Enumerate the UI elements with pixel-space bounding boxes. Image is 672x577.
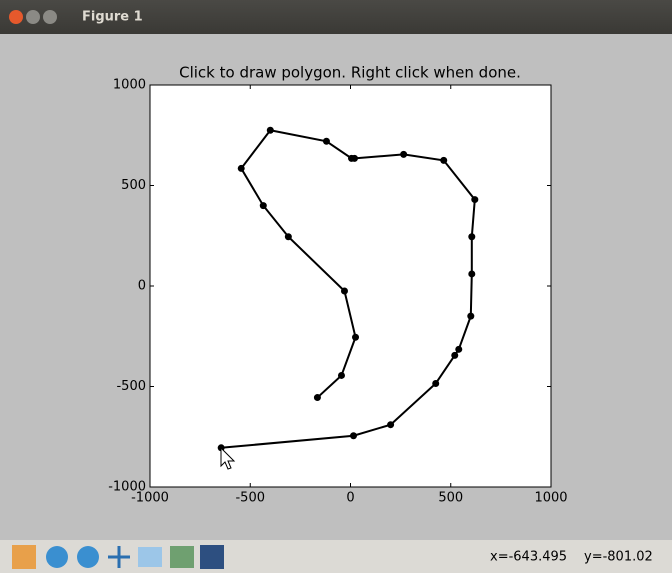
vertex <box>337 371 345 379</box>
vertex <box>400 150 408 158</box>
vertex <box>351 154 359 162</box>
x-tick-label: 500 <box>438 491 463 506</box>
y-tick-label: -1000 <box>108 480 146 495</box>
status-y: y=-801.02 <box>584 550 653 565</box>
title-bar <box>0 0 672 34</box>
vertex <box>440 156 448 164</box>
vertex <box>259 202 267 210</box>
window-title: Figure 1 <box>82 10 143 25</box>
vertex <box>467 312 475 320</box>
chart-title: Click to draw polygon. Right click when … <box>179 64 521 82</box>
toolbar-buttons <box>12 545 224 569</box>
close-button[interactable] <box>9 10 23 24</box>
plot-area <box>150 85 551 487</box>
zoom-button[interactable] <box>138 547 162 567</box>
pan-button[interactable] <box>108 546 130 568</box>
back-button[interactable] <box>46 546 68 568</box>
y-tick-label: 500 <box>121 178 146 193</box>
home-button[interactable] <box>12 545 36 569</box>
vertex <box>237 164 245 172</box>
minimize-button[interactable] <box>26 10 40 24</box>
vertex <box>387 421 395 429</box>
status-x: x=-643.495 <box>490 550 567 565</box>
vertex <box>340 287 348 295</box>
vertex <box>451 351 459 359</box>
vertex <box>284 233 292 241</box>
x-tick-label: -1000 <box>131 491 169 506</box>
x-tick-label: 0 <box>346 491 354 506</box>
axes-frame <box>149 84 552 488</box>
toolbar <box>0 540 672 573</box>
vertex <box>352 333 360 341</box>
maximize-button[interactable] <box>43 10 57 24</box>
y-tick-label: 0 <box>138 279 146 294</box>
subplots-button[interactable] <box>170 546 194 568</box>
vertex <box>455 345 463 353</box>
vertex <box>313 394 321 402</box>
y-tick-label: 1000 <box>113 78 146 93</box>
vertex <box>350 432 358 440</box>
plot <box>149 84 552 488</box>
vertex <box>266 126 274 134</box>
forward-button[interactable] <box>77 546 99 568</box>
vertex <box>322 137 330 145</box>
vertex <box>468 233 476 241</box>
save-button[interactable] <box>200 545 224 569</box>
vertex <box>468 270 476 278</box>
x-tick-label: -500 <box>235 491 265 506</box>
vertex <box>471 196 479 204</box>
vertex <box>432 379 440 387</box>
x-tick-label: 1000 <box>534 491 567 506</box>
y-tick-label: -500 <box>116 379 146 394</box>
cursor <box>220 446 236 470</box>
